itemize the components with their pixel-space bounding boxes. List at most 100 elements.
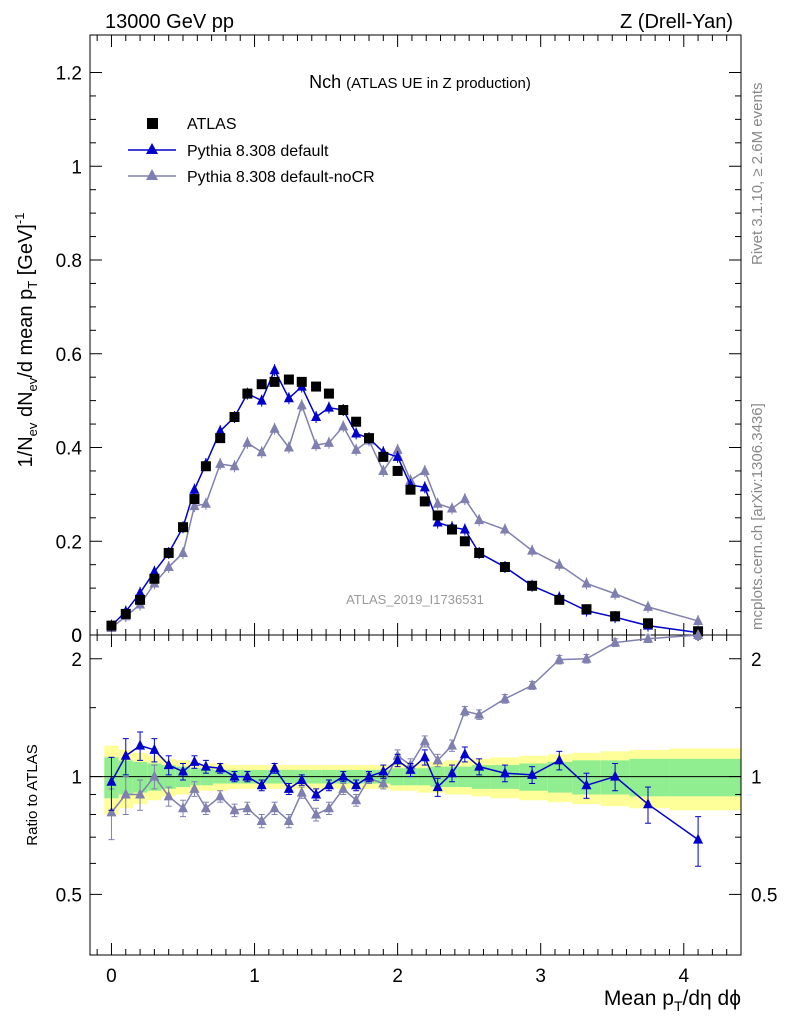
main-panel: 0 0.2 0.4 0.6 0.8 1 1.2 Nch (ATLAS UE in Z pro…	[12, 34, 742, 647]
series-point-nocr	[581, 577, 592, 588]
main-title-sub: (ATLAS UE in Z production)	[346, 75, 531, 92]
ratio-point-default	[256, 779, 267, 790]
atlas-data-point	[459, 536, 470, 547]
ratio-point-default	[149, 743, 160, 754]
main-marks	[106, 364, 704, 639]
main-y-axis-label: 1/Nev dNev/d mean pT [GeV]-1	[12, 213, 40, 468]
series-point-nocr	[323, 436, 334, 447]
ratio-point-nocr	[693, 629, 704, 639]
series-point-nocr	[242, 436, 253, 447]
atlas-data-point	[499, 562, 510, 573]
series-point-nocr	[392, 443, 403, 454]
ratio-point-default	[419, 751, 430, 762]
ratio-point-default	[189, 755, 200, 766]
ratio-point-nocr	[242, 802, 253, 813]
ratio-point-default	[527, 768, 538, 779]
atlas-data-point	[215, 433, 226, 444]
series-point-nocr	[610, 587, 621, 598]
series-point-nocr	[527, 544, 538, 555]
x-tick-label: 3	[535, 966, 546, 987]
atlas-data-point	[323, 388, 334, 399]
ratio-y-tick-label-right: 0.5	[751, 885, 777, 906]
ratio-point-nocr	[178, 802, 188, 813]
ratio-point-default	[432, 781, 443, 792]
main-title: Nch (ATLAS UE in Z production)	[309, 72, 531, 92]
atlas-data-point	[338, 405, 349, 415]
series-point-nocr	[474, 514, 485, 525]
ratio-point-default	[693, 833, 704, 844]
ratio-marks	[106, 629, 704, 867]
series-point-nocr	[256, 446, 267, 457]
ratio-point-default	[499, 767, 510, 778]
ratio-point-nocr	[643, 632, 653, 643]
series-point-nocr	[446, 502, 457, 513]
ratio-point-nocr	[499, 692, 510, 703]
atlas-data-point	[405, 484, 416, 495]
series-point-nocr	[163, 561, 174, 572]
analysis-watermark: ATLAS_2019_I1736531	[346, 592, 484, 607]
atlas-data-point	[229, 412, 240, 423]
series-point-default	[269, 364, 280, 375]
ratio-point-nocr	[459, 705, 470, 716]
main-y-tick-label: 0	[71, 626, 82, 647]
ratio-point-nocr	[229, 804, 240, 815]
series-point-nocr	[200, 497, 211, 508]
series-point-nocr	[378, 464, 389, 475]
ratio-point-nocr	[149, 770, 160, 781]
ratio-point-default	[581, 779, 592, 790]
legend-label-atlas: ATLAS	[187, 116, 237, 133]
atlas-data-point	[256, 379, 267, 390]
series-point-default	[215, 425, 226, 436]
ratio-point-nocr	[135, 788, 146, 799]
ratio-point-nocr	[474, 708, 485, 719]
ratio-point-nocr	[610, 636, 621, 647]
ratio-point-default	[269, 762, 280, 773]
ratio-point-default	[135, 739, 146, 750]
x-tick-label: 0	[106, 966, 117, 987]
series-point-nocr	[432, 497, 443, 508]
series-point-default	[323, 401, 334, 412]
ratio-panel: 0.5 0.5 1 1 2 2 0 1 2 3 4 0 Ratio to ATLAS	[24, 626, 777, 987]
ratio-point-nocr	[283, 814, 294, 825]
ratio-bands	[90, 745, 741, 815]
ratio-point-nocr	[419, 735, 430, 746]
ratio-point-nocr	[446, 739, 457, 750]
series-point-nocr	[229, 460, 240, 471]
ratio-point-nocr	[581, 652, 592, 663]
ratio-point-default	[643, 798, 653, 809]
legend-label-default: Pythia 8.308 default	[187, 143, 329, 160]
legend-marker-nocr	[146, 169, 158, 180]
series-point-nocr	[296, 399, 307, 410]
series-point-nocr	[459, 493, 470, 504]
main-y-tick-label: 0.2	[56, 532, 82, 553]
series-point-default	[149, 565, 160, 576]
ratio-point-nocr	[215, 790, 226, 801]
atlas-data-point	[446, 524, 457, 535]
ratio-y-tick-label: 2	[71, 650, 82, 671]
main-ticks: 0 0.2 0.4 0.6 0.8 1 1.2	[56, 35, 741, 647]
atlas-data-point	[106, 620, 117, 631]
ratio-point-default	[296, 773, 307, 784]
legend: ATLAS Pythia 8.308 default Pythia 8.308 …	[128, 116, 375, 186]
atlas-data-point	[163, 547, 174, 558]
ratio-y-tick-label: 0.5	[56, 885, 82, 906]
atlas-data-point	[351, 416, 362, 427]
atlas-data-point	[269, 376, 280, 387]
legend-marker-atlas	[147, 118, 158, 129]
ratio-point-nocr	[311, 808, 322, 819]
ratio-point-default	[283, 782, 294, 793]
ratio-ticks: 0.5 0.5 1 1 2 2 0 1 2 3 4 0	[56, 626, 778, 987]
ratio-point-default	[200, 760, 211, 771]
atlas-data-point	[149, 573, 160, 584]
series-point-default	[256, 394, 267, 405]
ratio-y-tick-label: 1	[71, 768, 82, 789]
ratio-y-axis-label: Ratio to ATLAS	[24, 744, 41, 845]
ratio-point-default	[163, 759, 174, 770]
header-collision-label: 13000 GeV pp	[105, 11, 234, 33]
atlas-data-point	[419, 496, 430, 507]
mcplots-site-label: mcplots.cern.ch [arXiv:1306.3436]	[749, 403, 766, 630]
ratio-point-nocr	[432, 754, 443, 765]
series-point-nocr	[189, 500, 200, 511]
series-point-nocr	[351, 443, 362, 454]
ratio-point-default	[229, 770, 240, 781]
